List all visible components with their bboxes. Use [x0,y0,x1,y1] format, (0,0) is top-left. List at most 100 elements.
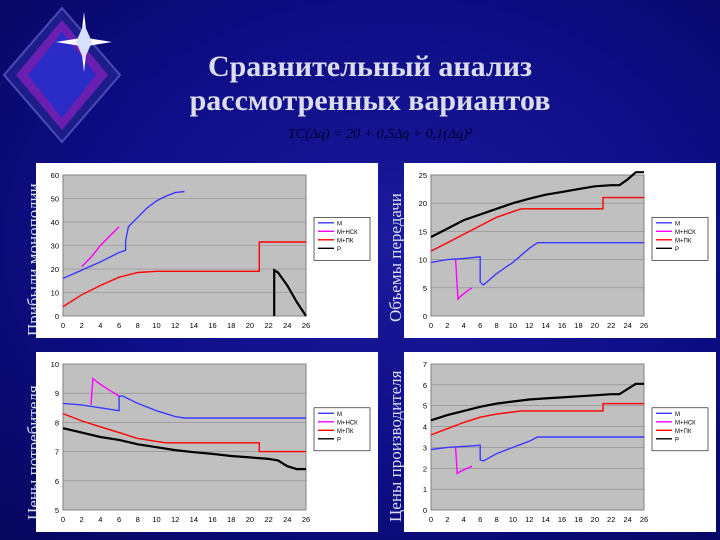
page-title: Сравнительный анализ рассмотренных вариа… [150,50,590,118]
x-tick-label: 2 [80,321,84,330]
legend-label: M+НСК [675,420,696,426]
x-tick-label: 22 [264,321,272,330]
series-line-M [430,241,644,286]
y-tick-label: 50 [51,195,59,204]
y-tick-label: 0 [55,312,59,321]
x-tick-label: 12 [525,515,533,524]
x-tick-label: 20 [246,321,254,330]
title-line-2: рассмотренных вариантов [189,84,551,117]
legend-box [651,216,709,261]
x-tick-label: 24 [623,321,631,330]
y-tick-label: 5 [55,506,59,515]
legend-label: P [337,437,341,443]
x-tick-label: 20 [591,515,599,524]
chart-panel-producer-prices: 0 1 2 3 4 5 6 7 0 2 4 6 8 10 12 14 16 18 20 22 24 26 M M+НСК M+П… [404,352,716,532]
title-line-1: Сравнительный анализ [207,50,533,83]
x-tick-label: 6 [117,321,121,330]
x-tick-label: 24 [623,515,631,524]
x-tick-label: 2 [445,515,449,524]
x-tick-label: 22 [607,515,615,524]
side-label-producer-prices: Цены производителя [386,370,405,522]
y-tick-label: 0 [423,506,427,515]
series-line-M+ПК [430,196,644,252]
x-tick-label: 4 [462,321,466,330]
series-line-P [62,427,306,471]
x-tick-label: 6 [478,321,482,330]
x-tick-label: 26 [640,321,648,330]
legend-label: P [675,437,679,443]
y-tick-label: 1 [423,485,427,494]
y-tick-label: 3 [423,443,427,452]
x-tick-label: 16 [208,321,216,330]
y-tick-label: 9 [55,389,59,398]
legend-label: M+ПК [675,238,692,244]
x-tick-label: 16 [558,321,566,330]
x-tick-label: 8 [494,321,498,330]
y-tick-label: 10 [51,360,59,369]
legend-label: M [337,412,342,418]
x-tick-label: 12 [525,321,533,330]
x-tick-label: 2 [445,321,449,330]
x-tick-label: 4 [98,321,102,330]
x-tick-label: 10 [152,321,160,330]
x-tick-label: 22 [264,515,272,524]
x-tick-label: 12 [171,321,179,330]
series-line-M [62,395,306,419]
x-tick-label: 4 [462,515,466,524]
x-tick-label: 10 [509,515,517,524]
x-tick-label: 10 [152,515,160,524]
cost-formula: TC(Δq) = 20 + 0,5Δq + 0,1(Δq)² [288,127,472,142]
x-tick-label: 14 [190,515,198,524]
series-line-P [430,171,644,238]
y-tick-label: 30 [51,242,59,251]
legend-box [313,216,371,261]
series-line-M+НСК [454,447,473,475]
y-tick-label: 7 [55,448,59,457]
legend-label: P [337,247,341,253]
x-tick-label: 26 [640,515,648,524]
y-tick-label: 0 [423,312,427,321]
x-tick-label: 26 [302,515,310,524]
y-tick-label: 15 [419,227,427,236]
legend-box [313,407,371,452]
logo-star-diamond [2,6,122,144]
legend-label: M [675,221,680,227]
series-line-P [430,382,644,422]
legend-label: M+ПК [337,429,354,435]
y-tick-label: 6 [423,381,427,390]
legend-label: M [337,221,342,227]
x-tick-label: 22 [607,321,615,330]
x-tick-label: 16 [558,515,566,524]
y-tick-label: 20 [419,199,427,208]
x-tick-label: 14 [542,321,550,330]
x-tick-label: 18 [227,321,235,330]
x-tick-label: 6 [117,515,121,524]
x-tick-label: 8 [136,321,140,330]
series-line-M+НСК [81,226,120,268]
y-tick-label: 2 [423,464,427,473]
legend-label: M+НСК [337,420,358,426]
x-tick-label: 16 [208,515,216,524]
y-tick-label: 10 [51,289,59,298]
series-line-M [62,190,185,280]
x-tick-label: 14 [190,321,198,330]
x-tick-label: 6 [478,515,482,524]
x-tick-label: 18 [227,515,235,524]
x-tick-label: 0 [429,515,433,524]
x-tick-label: 12 [171,515,179,524]
x-tick-label: 8 [136,515,140,524]
y-tick-label: 60 [51,171,59,180]
chart-panel-transmission-volume: 0 5 10 15 20 25 0 2 4 6 8 10 12 14 16 18 20 22 24 26 M M+НСК M… [404,163,716,338]
x-tick-label: 18 [574,321,582,330]
series-line-M+ПК [62,412,306,453]
y-tick-label: 6 [55,477,59,486]
x-tick-label: 24 [283,321,291,330]
series-line-M+ПК [62,241,306,308]
series-line-M [430,436,644,462]
series-line-M+НСК [90,377,120,405]
y-tick-label: 5 [423,402,427,411]
chart-panel-consumer-prices: 5 6 7 8 9 10 0 2 4 6 8 10 12 14 16 18 20 22 24 26 M M+НСК M+ПК… [36,352,378,532]
